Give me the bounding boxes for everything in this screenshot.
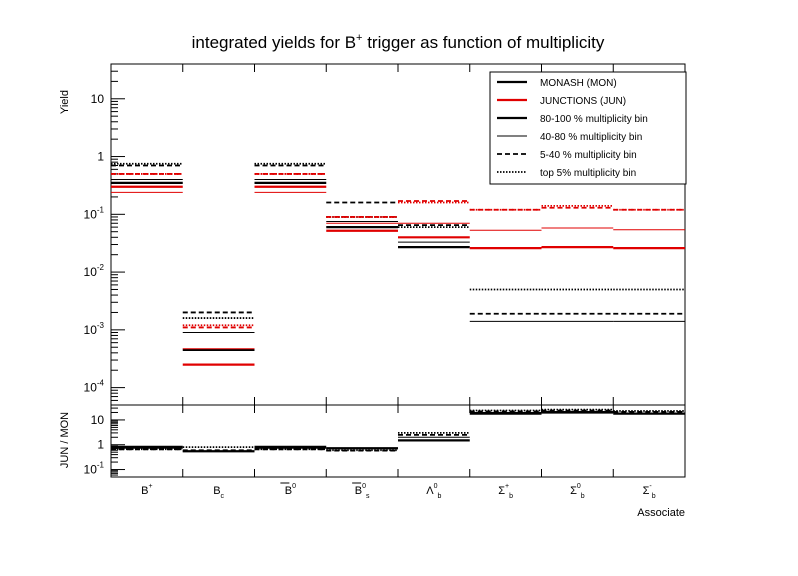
chart-title: integrated yields for B+ trigger as func…	[192, 32, 605, 52]
legend-label: 80-100 % multiplicity bin	[540, 114, 648, 125]
legend-label: 5-40 % multiplicity bin	[540, 150, 637, 161]
legend: MONASH (MON) JUNCTIONS (JUN) 80-100 % mult…	[489, 71, 687, 185]
y-tick-label: 10-3	[84, 321, 105, 337]
y-tick-label: 10-1	[84, 205, 105, 221]
legend-box	[489, 71, 687, 185]
legend-label: JUNCTIONS (JUN)	[540, 96, 626, 107]
y-tick-label: 1	[97, 150, 104, 164]
x-axis-label: Associate	[637, 507, 685, 519]
bottom-axes: 10-1 1 10	[84, 404, 614, 478]
x-tick-label: B+	[141, 483, 152, 497]
y-tick-label: 10	[91, 92, 105, 106]
legend-label: top 5% multiplicity bin	[540, 168, 636, 179]
x-tick-label: Σ0b	[570, 483, 585, 500]
x-tick-labels: B+ Bc B0 B0s Λ0b Σ+b Σ0b Σ-b	[141, 482, 656, 500]
top-series-group	[111, 162, 685, 366]
y-tick-label: 10-2	[84, 263, 105, 279]
x-tick-label: B0s	[355, 483, 370, 500]
chart-title-main: integrated yields for B	[192, 33, 356, 52]
bottom-series-group	[111, 408, 685, 453]
x-tick-label: Σ-b	[643, 483, 656, 500]
bottom-y-axis-label: JUN / MON	[59, 412, 71, 468]
x-tick-label: Bc	[213, 485, 224, 500]
x-tick-label: Λ0b	[426, 483, 441, 500]
x-tick-label: B0	[285, 483, 296, 497]
legend-label: MONASH (MON)	[540, 78, 617, 89]
chart-title-rest: trigger as function of multiplicity	[362, 33, 604, 52]
y-tick-label: 10-1	[84, 461, 105, 477]
chart-title-sup: +	[356, 32, 362, 44]
x-tick-label: Σ+b	[498, 483, 513, 500]
legend-entries: MONASH (MON) JUNCTIONS (JUN) 80-100 % mult…	[497, 78, 648, 179]
legend-label: 40-80 % multiplicity bin	[540, 132, 642, 143]
y-tick-label: 10-4	[84, 379, 105, 395]
y-tick-label: 10	[91, 413, 105, 427]
y-tick-label: 1	[97, 438, 104, 452]
top-y-axis-label: Yield	[59, 90, 71, 114]
